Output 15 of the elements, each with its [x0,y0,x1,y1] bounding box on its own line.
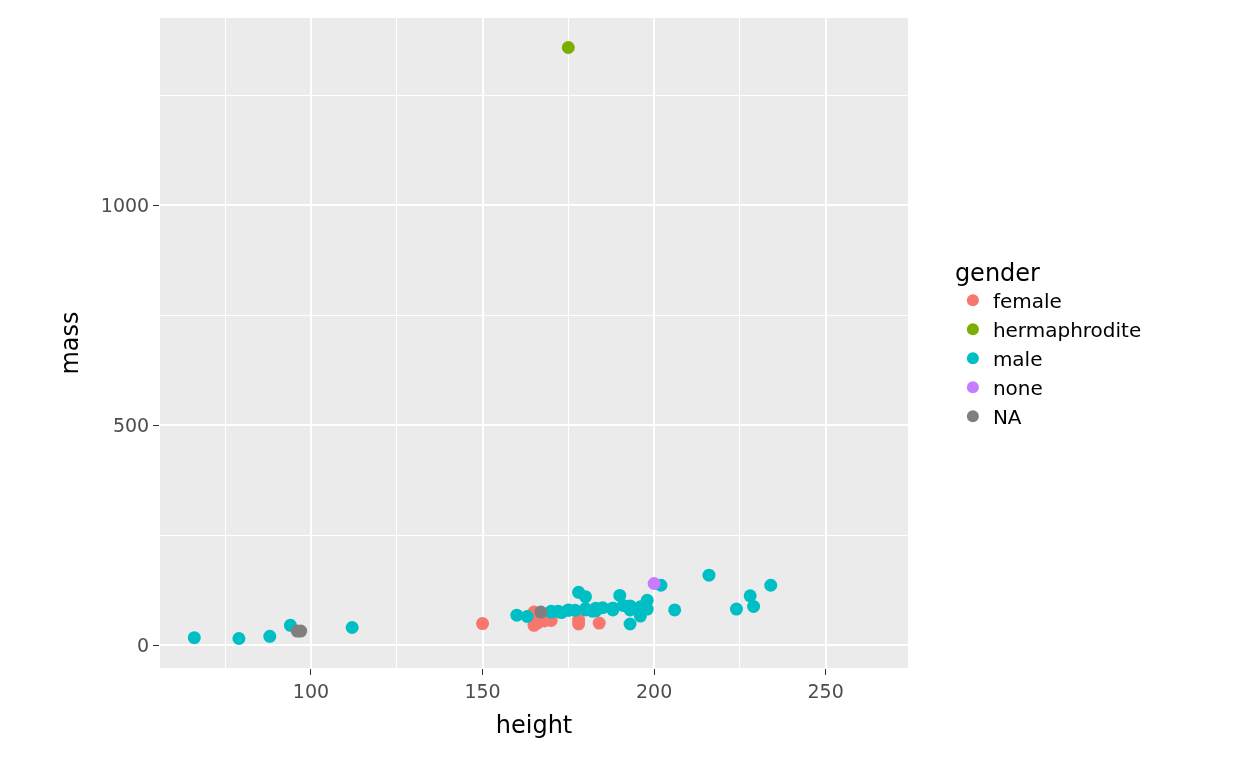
x-tick-label: 150 [464,679,501,702]
y-tick-label: 1000 [100,193,150,216]
legend-label: female [992,289,1062,313]
legend-label: none [992,376,1043,400]
x-tick-label: 100 [292,679,330,702]
y-tick-label: 500 [112,413,150,436]
x-tick-label: 200 [635,679,673,702]
legend-label: hermaphrodite [992,318,1142,342]
x-axis-title: height [495,711,573,740]
y-tick-label: 0 [137,633,150,656]
legend-label: male [992,347,1043,371]
legend-label: NA [992,405,1022,429]
y-axis-title: mass [55,311,84,375]
legend-title: gender [954,258,1041,287]
x-tick-label: 250 [807,679,844,702]
